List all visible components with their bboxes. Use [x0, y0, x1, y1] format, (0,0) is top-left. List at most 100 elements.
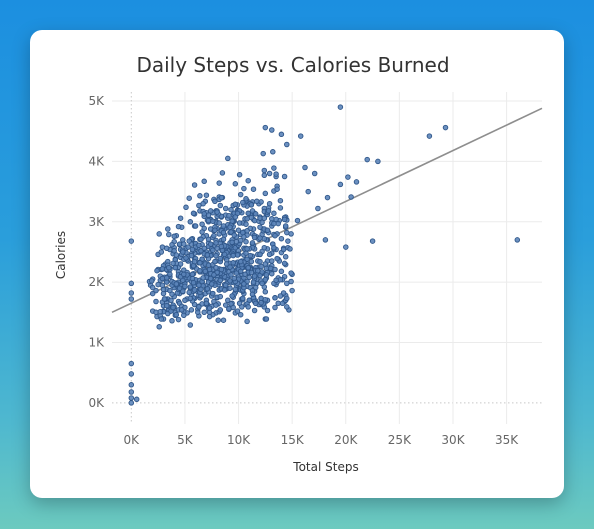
data-point	[248, 258, 255, 265]
data-point	[191, 258, 198, 265]
data-point	[169, 318, 175, 324]
data-point	[305, 188, 311, 195]
data-point	[188, 252, 195, 259]
data-point	[231, 232, 237, 238]
data-point	[281, 173, 288, 180]
data-point	[187, 295, 194, 302]
data-point	[227, 224, 233, 230]
data-point	[228, 206, 234, 213]
data-point	[175, 223, 182, 230]
data-point	[169, 241, 175, 248]
data-point	[186, 195, 192, 201]
data-point	[252, 211, 259, 217]
data-point	[170, 260, 176, 267]
data-point	[226, 212, 232, 219]
data-point	[262, 190, 269, 197]
data-point	[208, 281, 215, 287]
data-point	[207, 208, 214, 214]
data-point	[153, 287, 159, 294]
y-tick-label: 2K	[88, 275, 105, 289]
data-point	[181, 271, 187, 278]
data-point	[183, 255, 189, 261]
data-point	[173, 281, 180, 287]
data-point	[237, 311, 244, 318]
data-point	[263, 272, 270, 278]
data-point	[169, 291, 175, 297]
data-point	[128, 371, 135, 377]
data-point	[187, 322, 194, 328]
data-point	[282, 223, 289, 229]
data-point	[188, 307, 195, 313]
x-tick-label: 35K	[495, 433, 519, 447]
data-point	[159, 244, 166, 250]
data-point	[277, 205, 284, 211]
data-point	[185, 244, 191, 250]
data-point	[232, 201, 239, 208]
data-point	[343, 244, 349, 250]
data-point	[197, 193, 203, 199]
data-point	[148, 278, 155, 284]
data-point	[201, 245, 207, 252]
data-point	[252, 300, 259, 307]
data-point	[128, 360, 135, 367]
x-tick-label: 15K	[281, 433, 305, 447]
data-point	[219, 170, 226, 176]
data-point	[233, 238, 240, 245]
data-point	[229, 293, 235, 299]
data-point	[229, 239, 235, 246]
data-point	[272, 295, 278, 301]
data-point	[265, 208, 272, 214]
data-point	[217, 277, 224, 284]
data-point	[232, 181, 239, 187]
data-point	[205, 217, 212, 224]
data-point	[159, 275, 166, 282]
data-point	[216, 220, 222, 226]
data-point	[207, 241, 214, 247]
data-point	[213, 302, 219, 308]
data-point	[234, 308, 241, 314]
data-point	[271, 220, 277, 227]
data-point	[149, 290, 156, 297]
data-point	[244, 216, 250, 222]
data-point	[181, 241, 187, 247]
data-point	[207, 275, 214, 282]
data-point	[218, 266, 225, 273]
data-point	[155, 281, 161, 288]
data-point	[250, 186, 257, 192]
data-point	[261, 172, 268, 179]
data-point	[177, 215, 184, 221]
data-points	[128, 104, 521, 406]
data-point	[202, 268, 209, 275]
data-point	[220, 236, 227, 243]
x-tick-label: 25K	[388, 433, 412, 447]
data-point	[156, 324, 162, 330]
data-point	[197, 260, 203, 266]
data-point	[228, 229, 234, 235]
data-point	[232, 286, 239, 293]
data-point	[243, 221, 249, 227]
data-point	[266, 170, 273, 177]
data-point	[250, 279, 257, 285]
data-point	[189, 246, 196, 253]
data-point	[281, 260, 288, 267]
data-point	[186, 238, 192, 244]
data-point	[231, 275, 237, 282]
data-point	[153, 298, 159, 305]
data-point	[205, 262, 212, 268]
data-point	[196, 242, 202, 249]
data-point	[171, 248, 177, 254]
data-point	[159, 282, 166, 288]
data-point	[128, 296, 135, 302]
data-point	[196, 202, 202, 209]
data-point	[239, 304, 245, 310]
data-point	[237, 258, 244, 265]
data-point	[369, 238, 376, 244]
data-point	[196, 304, 202, 310]
y-tick-label: 1K	[88, 336, 105, 350]
data-point	[266, 251, 273, 258]
data-point	[280, 246, 287, 253]
data-point	[221, 251, 228, 258]
data-point	[263, 316, 270, 322]
data-point	[189, 271, 196, 278]
data-point	[249, 208, 256, 214]
